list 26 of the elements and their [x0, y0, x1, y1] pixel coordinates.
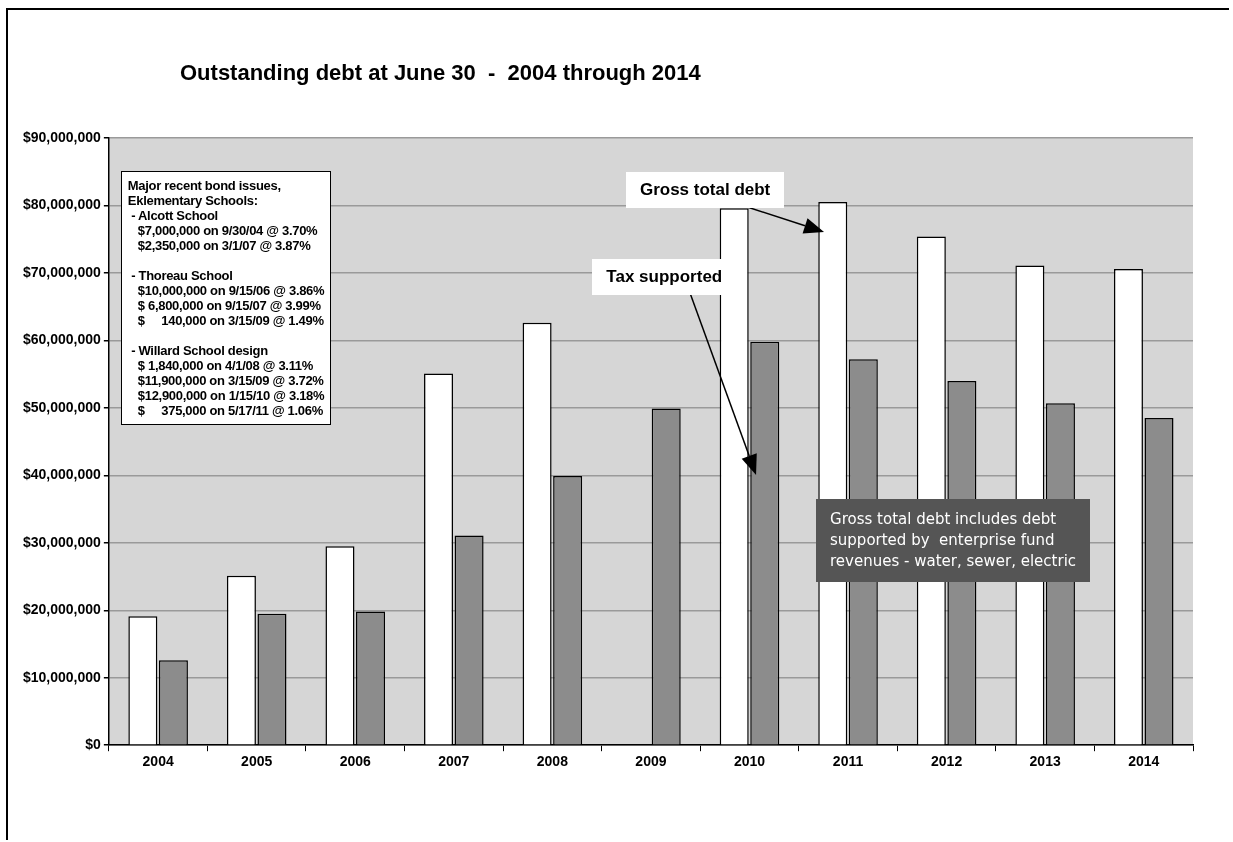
y-tick-label: $0 — [85, 736, 102, 753]
x-tick-label: 2005 — [241, 753, 273, 770]
y-tick-label: $80,000,000 — [23, 196, 102, 213]
x-tick-label: 2007 — [438, 753, 470, 770]
y-tick-label: $60,000,000 — [23, 331, 102, 348]
x-tick-label: 2013 — [1029, 753, 1061, 770]
x-tick-label: 2012 — [931, 753, 963, 770]
x-tick-label: 2014 — [1128, 753, 1160, 770]
y-tick-label: $50,000,000 — [23, 398, 102, 415]
series-label: Gross total debt — [625, 172, 785, 208]
text: Major recent bond issues, Eklementary Schools: - Alcott School $7,000,000 on 9/30/04 @ 3.70% $2,350,000 on 3/1/07 @ 3.87% - Thoreau School $10,000,000 on 9/15/06 @ 3.86% $ 6,800,000 on 9/15/07 @ 3.99% $ 140,000 on 3/15/09 @ 1.49% - Willard School design $ 1,840,000 on 4/1/08 @ 3.11% $11,900,000 on 3/15/09 @ 3.72% $12,900,000 on 1/15/10 @ 3.18% $ 375,000 on 5/17/11 @ 1.06% — [127, 178, 325, 418]
y-tick-label: $30,000,000 — [23, 533, 102, 550]
x-tick-label: 2004 — [142, 753, 174, 770]
chart-title: Outstanding debt at June 30 - 2004 through 2014 — [180, 60, 701, 86]
y-tick-label: $20,000,000 — [23, 601, 102, 618]
x-tick-label: 2008 — [536, 753, 569, 770]
y-tick-label: $10,000,000 — [23, 668, 102, 685]
y-tick-label: $90,000,000 — [23, 128, 102, 145]
x-tick-label: 2011 — [832, 753, 864, 770]
x-tick-label: 2009 — [635, 753, 667, 770]
x-tick-label: 2010 — [733, 753, 766, 770]
text: Tax supported — [592, 259, 737, 296]
x-tick-label: 2006 — [339, 753, 372, 770]
y-tick-label: $40,000,000 — [23, 466, 102, 483]
annotation: Gross total debt includes debt supported by enterprise fund revenues - water, sewer, electric — [816, 499, 1091, 583]
y-tick-label: $70,000,000 — [23, 263, 102, 280]
